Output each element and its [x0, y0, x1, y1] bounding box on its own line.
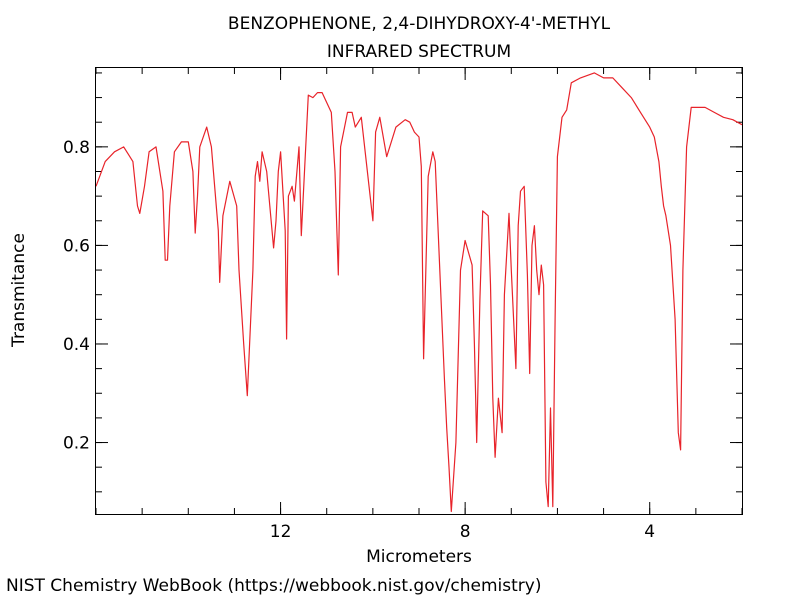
plot-frame	[95, 67, 743, 515]
spectrum-line	[95, 72, 743, 513]
y-tick-label: 0.4	[63, 335, 90, 355]
x-tick-label: 4	[644, 522, 655, 542]
major-ticks	[96, 68, 742, 514]
y-tick-label: 0.2	[63, 434, 90, 454]
chart-title: BENZOPHENONE, 2,4-DIHYDROXY-4'-METHYL	[228, 14, 611, 34]
y-axis-label: Transmitance	[9, 233, 29, 348]
x-tick-label: 12	[270, 522, 292, 542]
chart-subtitle: INFRARED SPECTRUM	[327, 42, 511, 62]
x-tick-label: 8	[460, 522, 471, 542]
tick-labels: 12 8 4 0.2 0.4 0.6 0.8	[63, 138, 655, 542]
y-tick-label: 0.8	[63, 138, 90, 158]
y-tick-label: 0.6	[63, 236, 90, 256]
source-credit: NIST Chemistry WebBook (https://webbook.…	[6, 576, 542, 596]
minor-ticks	[95, 68, 743, 514]
x-axis-label: Micrometers	[366, 547, 472, 567]
